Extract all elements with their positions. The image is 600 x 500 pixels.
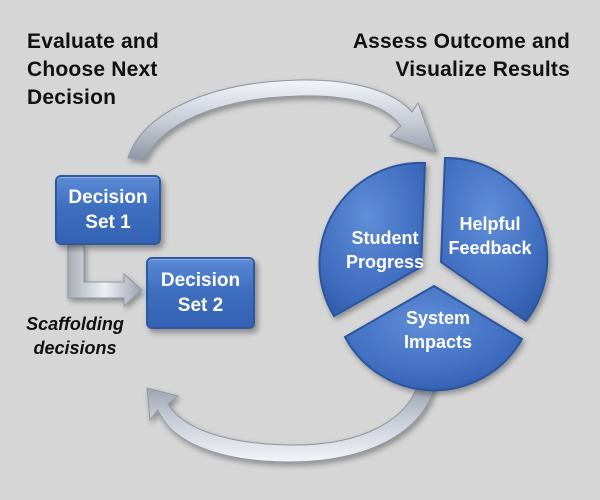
pie-segment-system-impacts xyxy=(343,284,524,392)
top-cycle-arrow xyxy=(127,79,437,161)
pie-segment-helpful-feedback xyxy=(439,156,549,323)
bottom-cycle-arrow xyxy=(146,377,437,463)
assess-heading-line-2: Visualize Results xyxy=(395,58,570,81)
helpful-feedback-line-1: Helpful xyxy=(459,214,521,234)
results-pie xyxy=(318,156,549,392)
evaluate-heading-line-2: Choose Next xyxy=(27,58,158,81)
student-progress-label: Student Progress xyxy=(330,226,440,274)
decision-set-2-box: Decision Set 2 xyxy=(146,257,255,329)
decision-set-2-line-2: Set 2 xyxy=(177,295,224,316)
assess-heading-line-1: Assess Outcome and xyxy=(352,30,570,53)
scaffolding-arrow xyxy=(67,244,143,308)
assess-heading: Assess Outcome and Visualize Results xyxy=(290,28,570,84)
decision-set-1-line-2: Set 1 xyxy=(85,212,131,233)
decision-set-2-line-1: Decision xyxy=(160,270,241,291)
system-impacts-label: System Impacts xyxy=(378,306,498,354)
scaffolding-label-line-1: Scaffolding xyxy=(26,314,124,334)
helpful-feedback-label: Helpful Feedback xyxy=(440,212,540,260)
scaffolding-label-line-2: decisions xyxy=(33,338,117,358)
decision-set-1-box: Decision Set 1 xyxy=(55,175,161,245)
decision-set-1-line-1: Decision xyxy=(68,187,148,208)
system-impacts-line-1: System xyxy=(405,308,471,328)
evaluate-heading: Evaluate and Choose Next Decision xyxy=(27,28,227,112)
pie-segment-student-progress xyxy=(318,161,427,318)
helpful-feedback-line-2: Feedback xyxy=(448,238,532,258)
scaffolding-label: Scaffolding decisions xyxy=(10,312,140,360)
student-progress-line-2: Progress xyxy=(345,252,425,272)
evaluate-heading-line-3: Decision xyxy=(27,86,117,109)
evaluate-heading-line-1: Evaluate and xyxy=(27,30,159,53)
student-progress-line-1: Student xyxy=(351,228,419,248)
system-impacts-line-2: Impacts xyxy=(403,332,473,352)
